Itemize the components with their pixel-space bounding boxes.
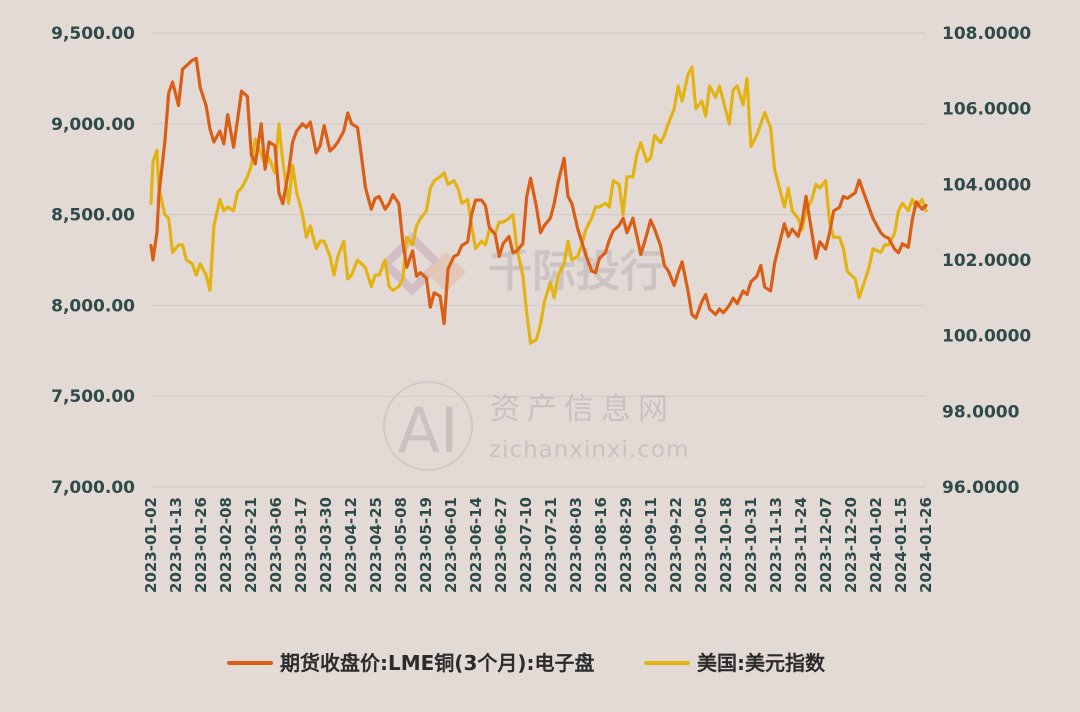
series-line-copper <box>149 56 928 326</box>
x-tick-label: 2023-05-19 <box>417 497 435 593</box>
axes: 7,000.00 7,500.00 8,000.00 8,500.00 9,000.00… <box>51 24 1031 593</box>
x-tick-label: 2024-01-15 <box>892 497 910 593</box>
watermark-logo-circle-icon <box>383 381 473 471</box>
y-right-tick-label: 96.0000 <box>942 478 1020 498</box>
x-tick-label: 2024-01-26 <box>917 497 935 593</box>
legend-item-usd-index[interactable]: 美国:美元指数 <box>644 651 826 675</box>
y-right-tick-label: 98.0000 <box>942 402 1020 422</box>
x-tick-label: 2023-11-13 <box>767 497 785 593</box>
x-tick-label: 2023-08-16 <box>592 497 610 593</box>
x-tick-label: 2023-03-30 <box>317 497 335 593</box>
x-tick-label: 2023-09-11 <box>642 497 660 593</box>
x-tick-label: 2023-12-20 <box>842 497 860 593</box>
y-left-tick-label: 9,500.00 <box>51 24 135 44</box>
x-tick-label: 2023-10-31 <box>742 497 760 593</box>
x-tick-label: 2023-03-17 <box>292 497 310 593</box>
watermark-brand-cn: 资产信息网 <box>490 392 675 427</box>
x-tick-label: 2023-01-26 <box>192 497 210 593</box>
legend-label-usd-index: 美国:美元指数 <box>697 651 826 675</box>
watermark-brand-url: zichanxinxi.com <box>489 437 689 463</box>
y-right-tick-label: 100.0000 <box>942 327 1031 347</box>
legend-label-copper: 期货收盘价:LME铜(3个月):电子盘 <box>280 651 595 675</box>
y-right-tick-label: 104.0000 <box>942 175 1031 195</box>
y-left-tick-label: 8,000.00 <box>51 296 135 316</box>
y-right-tick-label: 102.0000 <box>942 251 1031 271</box>
x-tick-label: 2023-04-25 <box>367 497 385 593</box>
x-tick-label: 2023-06-27 <box>492 497 510 593</box>
x-tick-label: 2023-01-13 <box>167 497 185 593</box>
x-tick-label: 2023-10-18 <box>717 497 735 593</box>
x-tick-label: 2023-08-29 <box>617 497 635 593</box>
x-tick-label: 2023-02-21 <box>242 497 260 593</box>
x-tick-label: 2023-02-08 <box>217 497 235 593</box>
watermark-logo-text: AI <box>398 394 459 467</box>
y-right-tick-label: 108.0000 <box>942 24 1031 44</box>
watermark-logo: AI 资产信息网 zichanxinxi.com <box>383 381 689 471</box>
x-tick-label: 2023-10-05 <box>692 497 710 593</box>
x-tick-label: 2023-11-24 <box>792 497 810 593</box>
x-tick-label: 2023-05-08 <box>392 497 410 593</box>
x-tick-label: 2023-07-10 <box>517 497 535 593</box>
y-left-tick-label: 7,000.00 <box>51 478 135 498</box>
y-left-tick-label: 8,500.00 <box>51 206 135 226</box>
x-tick-label: 2023-04-12 <box>342 497 360 593</box>
x-tick-label: 2023-09-22 <box>667 497 685 593</box>
x-tick-label: 2023-06-01 <box>442 497 460 593</box>
x-tick-label: 2024-01-02 <box>867 497 885 593</box>
legend: 期货收盘价:LME铜(3个月):电子盘 美国:美元指数 <box>227 651 826 675</box>
series-layer <box>149 56 928 345</box>
y-right-tick-label: 106.0000 <box>942 100 1031 120</box>
y-left-tick-label: 7,500.00 <box>51 387 135 407</box>
x-tick-label: 2023-03-06 <box>267 497 285 593</box>
x-tick-label: 2023-06-14 <box>467 497 485 593</box>
x-tick-label: 2023-12-07 <box>817 497 835 593</box>
series-line-usd-index <box>149 65 928 345</box>
x-tick-label: 2023-08-03 <box>567 497 585 593</box>
legend-item-copper[interactable]: 期货收盘价:LME铜(3个月):电子盘 <box>227 651 595 675</box>
y-left-tick-label: 9,000.00 <box>51 115 135 135</box>
x-tick-label: 2023-01-02 <box>142 497 160 593</box>
x-tick-label: 2023-07-21 <box>542 497 560 593</box>
